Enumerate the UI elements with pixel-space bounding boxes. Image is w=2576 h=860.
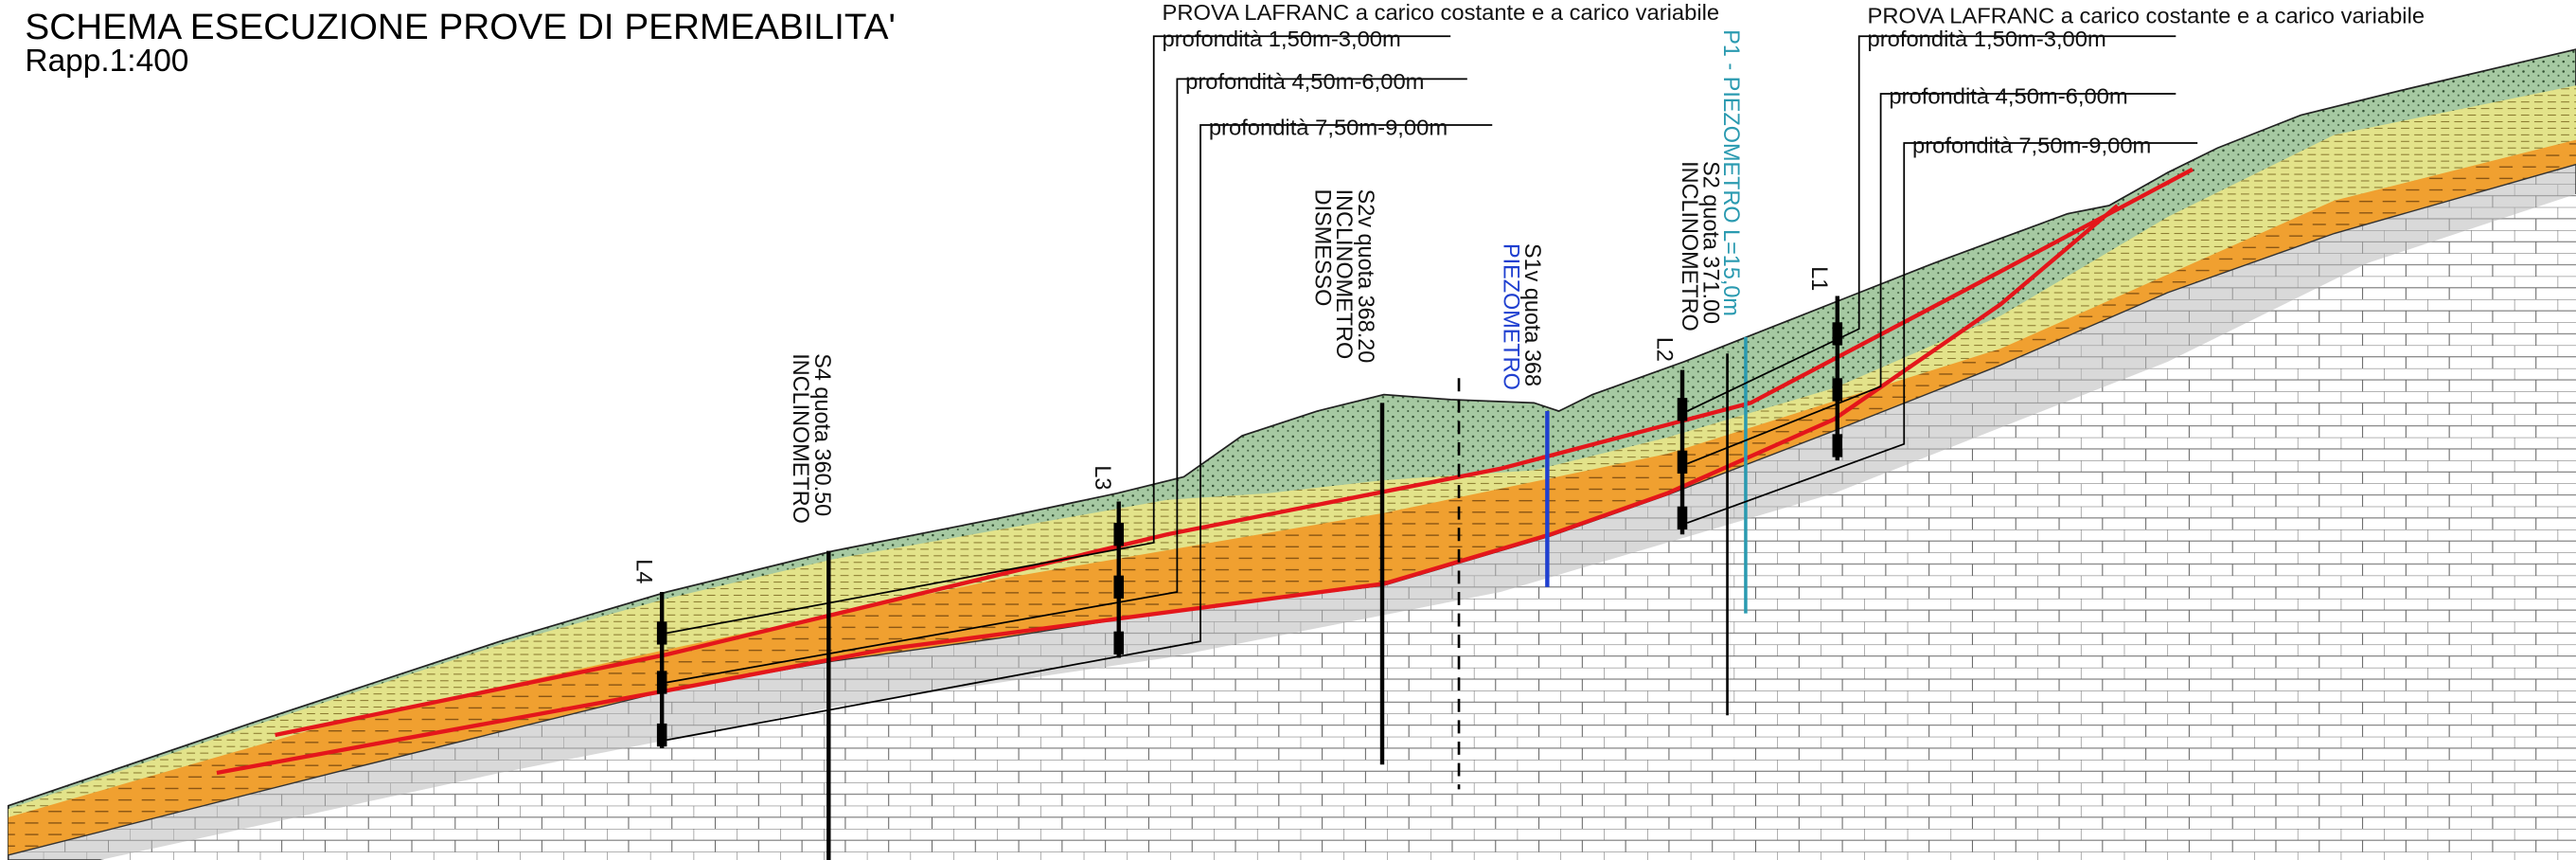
callout-depth: profondità 7,50m-9,00m (1912, 134, 2151, 159)
borehole-label: INCLINOMETRO (1331, 189, 1356, 360)
slip-surface-upper (275, 167, 2194, 738)
borehole-label: S1v quota 368 (1519, 243, 1544, 386)
callout-depth: profondità 4,50m-6,00m (1185, 70, 1424, 95)
test-label: L1 (1806, 266, 1831, 291)
callout-depth: profondità 1,50m-3,00m (1868, 27, 2106, 52)
borehole-label: INCLINOMETRO (1677, 161, 1701, 331)
leaders (666, 35, 2198, 742)
borehole-label: S4 quota 360.50 (809, 353, 834, 516)
callout-depth: profondità 4,50m-6,00m (1889, 85, 2127, 110)
title: SCHEMA ESECUZIONE PROVE DI PERMEABILITA' (25, 7, 895, 47)
borehole-label: INCLINOMETRO (788, 353, 812, 524)
slip-surface-lower (216, 204, 2120, 776)
scale: Rapp.1:400 (25, 44, 188, 79)
white-bedrock (99, 193, 2576, 860)
borehole-label: P1 - PIEZOMETRO L=15,0m (1718, 29, 1743, 316)
test-label: L2 (1651, 337, 1676, 362)
callout-heading: PROVA LAFRANC a carico costante e a cari… (1868, 5, 2425, 29)
borehole-label: PIEZOMETRO (1498, 243, 1522, 390)
borehole-label: S2v quota 368.20 (1353, 189, 1377, 364)
callout-depth: profondità 1,50m-3,00m (1163, 27, 1401, 52)
borehole-label: DISMESSO (1309, 189, 1334, 307)
callout-depth: profondità 7,50m-9,00m (1209, 116, 1448, 141)
test-label: L3 (1090, 465, 1114, 490)
test-label: L4 (631, 559, 655, 583)
borehole-label: S2 quota 371.00 (1698, 161, 1723, 324)
callout-heading: PROVA LAFRANC a carico costante e a cari… (1163, 1, 1720, 26)
test-segments (656, 322, 1843, 747)
